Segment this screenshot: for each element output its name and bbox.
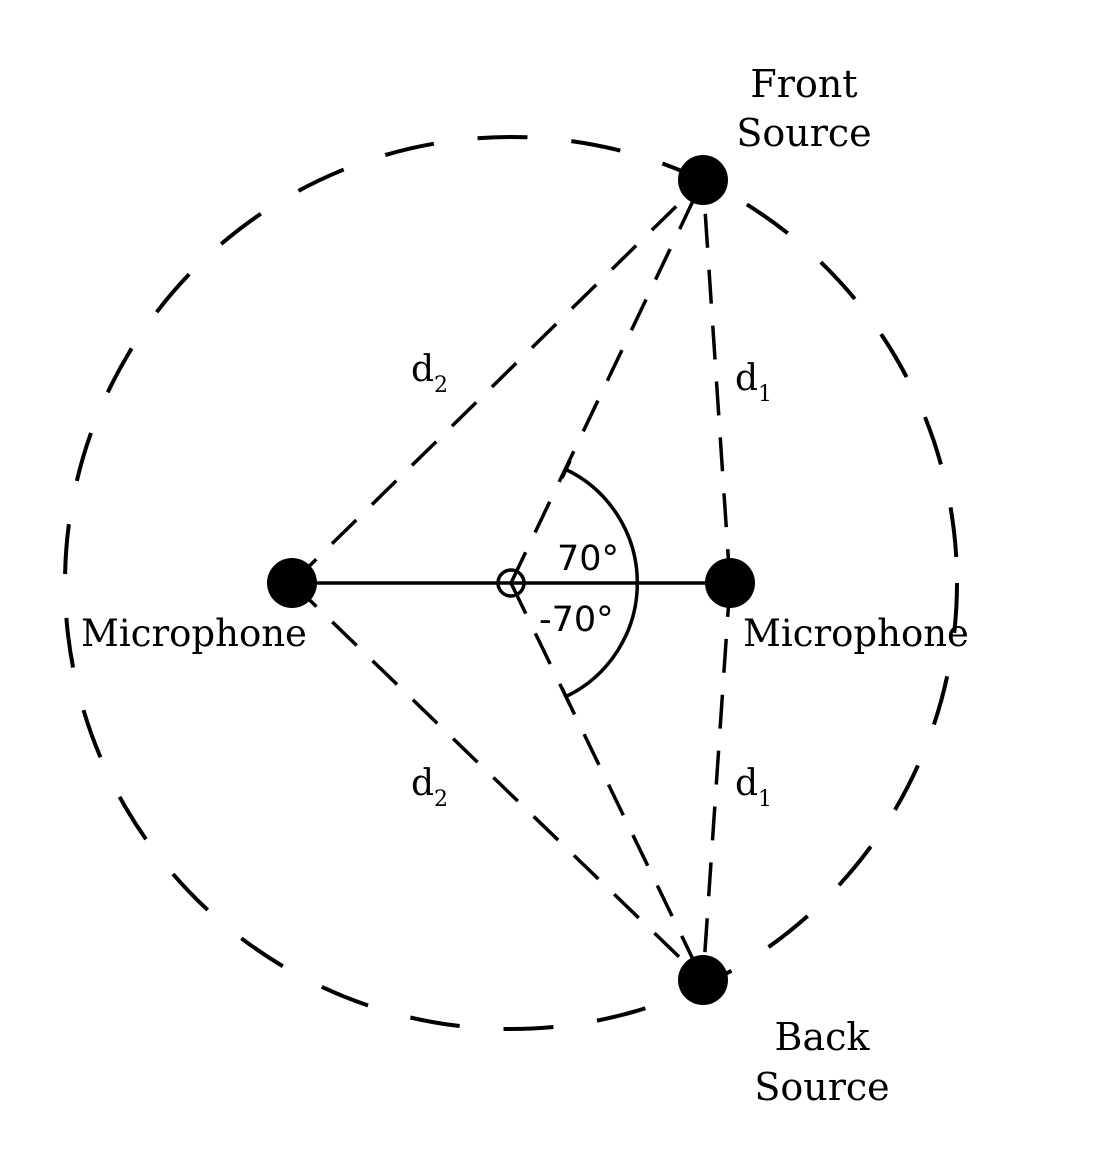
front-source-label-line1: Front (750, 62, 857, 106)
back-source-label-line1: Back (775, 1015, 871, 1059)
right-microphone-label: Microphone (743, 612, 969, 655)
back-source-dot (678, 955, 728, 1005)
front-source-label-line2: Source (736, 111, 871, 155)
d2-bottom-sub: 2 (434, 787, 448, 812)
back-source-label-line2: Source (754, 1065, 889, 1109)
d1-bottom-sub: 1 (758, 787, 772, 812)
angle-negative-label: -70° (539, 600, 614, 640)
d1-top-base: d (735, 358, 758, 399)
d2-bottom-label: d2 (411, 763, 448, 812)
d2-front-line (292, 180, 703, 583)
d1-front-line (703, 180, 730, 583)
d1-bottom-label: d1 (735, 763, 772, 812)
d1-top-sub: 1 (758, 382, 772, 407)
front-source-dot (678, 155, 728, 205)
d2-top-label: d2 (411, 349, 448, 398)
angle-positive-label: 70° (557, 539, 619, 579)
d2-back-line (292, 583, 703, 980)
left-microphone-label: Microphone (81, 612, 307, 655)
d2-top-sub: 2 (434, 373, 448, 398)
d1-back-line (703, 583, 730, 980)
d1-top-label: d1 (735, 358, 772, 407)
d2-top-base: d (411, 349, 434, 390)
d2-bottom-base: d (411, 763, 434, 804)
left-microphone-dot (267, 558, 317, 608)
center-back-line (511, 583, 703, 980)
d1-bottom-base: d (735, 763, 758, 804)
center-front-line (511, 180, 703, 583)
right-microphone-dot (705, 558, 755, 608)
